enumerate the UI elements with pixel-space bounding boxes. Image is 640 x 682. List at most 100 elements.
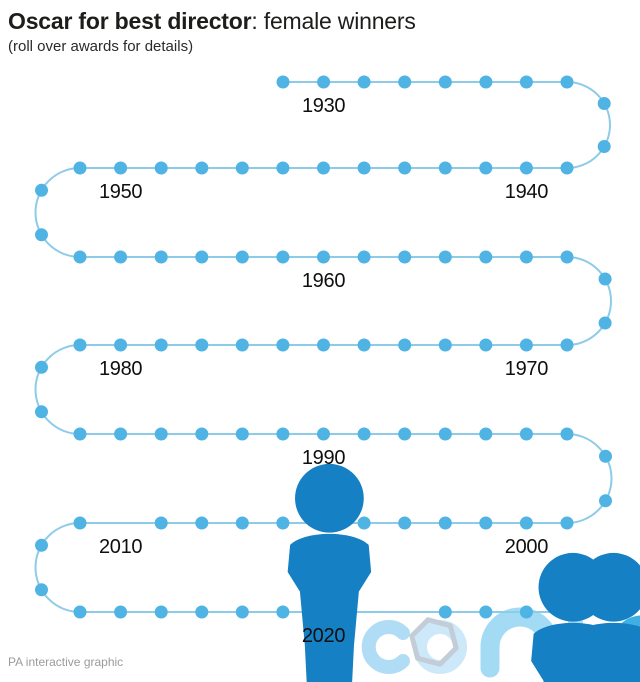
year-dot <box>73 605 87 619</box>
year-dot <box>73 250 87 264</box>
oscar-statuette-2010[interactable] <box>216 464 442 682</box>
watermark-hexagon-logo <box>409 617 459 667</box>
year-dot <box>35 360 48 374</box>
year-dot <box>276 427 290 441</box>
year-dot <box>154 516 168 530</box>
year-dot <box>438 250 452 264</box>
year-dot <box>398 427 412 441</box>
year-dot <box>114 338 128 352</box>
year-dot <box>276 161 290 175</box>
year-dot <box>479 516 493 530</box>
watermark-letter-o <box>413 620 467 674</box>
year-dot <box>357 250 371 264</box>
year-dot <box>317 250 330 264</box>
year-dot <box>276 516 290 530</box>
header: Oscar for best director: female winners … <box>8 8 416 55</box>
year-dot <box>560 516 574 530</box>
year-dot <box>479 338 493 352</box>
year-dot <box>519 161 533 175</box>
year-dot <box>357 338 371 352</box>
year-dot <box>598 272 612 286</box>
year-dot <box>114 250 128 264</box>
year-dot <box>195 250 209 264</box>
year-dot <box>438 75 452 89</box>
credit: PA interactive graphic <box>8 655 124 669</box>
year-dot <box>438 338 452 352</box>
year-dot <box>479 75 493 89</box>
year-dot <box>479 427 493 441</box>
year-dot <box>398 338 412 352</box>
year-dot <box>519 605 533 619</box>
year-dot <box>398 161 412 175</box>
year-dot <box>438 427 452 441</box>
year-dot <box>154 427 168 441</box>
subtitle: (roll over awards for details) <box>8 38 194 55</box>
year-dot <box>317 338 330 352</box>
year-dot <box>560 250 574 264</box>
year-dot <box>317 75 331 89</box>
year-dot <box>317 427 330 441</box>
year-dot <box>35 228 48 242</box>
year-dot <box>519 250 533 264</box>
year-dot <box>195 605 209 619</box>
year-dot <box>195 338 209 352</box>
year-dot <box>35 583 48 597</box>
year-dot <box>560 427 574 441</box>
year-dot <box>317 161 330 175</box>
year-dot <box>519 75 533 89</box>
year-dot <box>114 427 128 441</box>
year-dot <box>357 75 371 89</box>
year-dot <box>114 161 128 175</box>
year-dot <box>154 605 168 619</box>
year-dot <box>438 161 452 175</box>
year-dot <box>438 516 452 530</box>
year-dot <box>35 183 48 197</box>
year-dot <box>276 605 290 619</box>
year-dot <box>235 338 249 352</box>
year-dot <box>276 75 290 89</box>
year-dot <box>560 338 574 352</box>
year-dot <box>195 427 209 441</box>
year-dot <box>438 605 452 619</box>
year-dot <box>73 427 87 441</box>
year-dot <box>597 97 611 110</box>
year-dot <box>154 161 168 175</box>
year-dot <box>114 605 128 619</box>
year-dot <box>519 338 533 352</box>
year-dot <box>195 516 209 530</box>
year-dot <box>398 250 412 264</box>
year-dot <box>479 605 493 619</box>
year-dot <box>235 427 249 441</box>
year-dot <box>479 161 493 175</box>
year-dot <box>598 316 612 330</box>
year-dot <box>276 250 290 264</box>
year-dot <box>73 161 87 175</box>
year-dot <box>235 516 249 530</box>
page-title: Oscar for best director: female winners <box>8 8 416 35</box>
year-dot <box>357 516 371 530</box>
year-dot <box>357 161 371 175</box>
year-dot <box>599 494 612 508</box>
year-dot <box>154 338 168 352</box>
year-dot <box>560 75 574 89</box>
year-dot <box>154 250 168 264</box>
year-dot <box>398 75 412 89</box>
year-dot <box>35 538 48 552</box>
year-dot <box>235 161 249 175</box>
year-dot <box>597 140 611 153</box>
title-emphasis: Oscar for best director <box>8 8 252 34</box>
year-dot <box>599 449 612 463</box>
year-dot <box>519 427 533 441</box>
year-dot <box>235 250 249 264</box>
title-rest: : female winners <box>251 8 416 34</box>
year-dot <box>73 338 87 352</box>
year-dot <box>35 405 48 419</box>
year-dot <box>357 427 371 441</box>
year-dot <box>519 516 533 530</box>
year-dot <box>398 516 412 530</box>
year-dot <box>235 605 249 619</box>
year-dot <box>73 516 87 530</box>
year-dot <box>479 250 493 264</box>
